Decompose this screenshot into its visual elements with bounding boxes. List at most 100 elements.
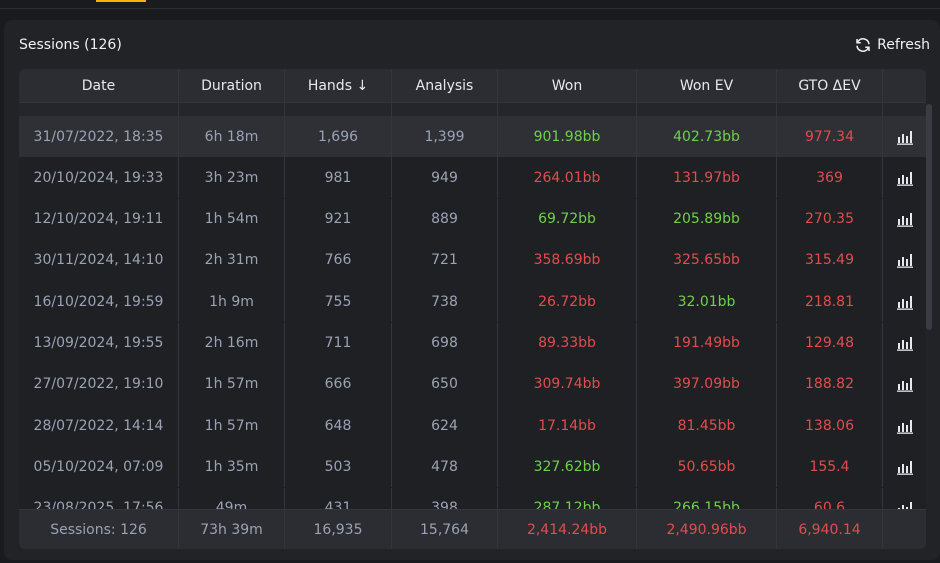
cell-duration: 1h 9m bbox=[179, 281, 285, 323]
cell-won-ev: 402.73bb bbox=[637, 116, 777, 157]
bar-chart-icon[interactable] bbox=[883, 157, 926, 198]
bar-chart-icon[interactable] bbox=[883, 446, 926, 487]
col-date[interactable]: Date bbox=[19, 69, 179, 102]
cell-duration: 2h 31m bbox=[179, 239, 285, 281]
cell-duration: 2h 16m bbox=[179, 322, 285, 364]
page-title: Sessions (126) bbox=[19, 37, 122, 53]
table-row[interactable]: 27/07/2022, 19:10 1h 57m 666 650 309.74bb 397… bbox=[19, 363, 926, 405]
cell-won: 69.72bb bbox=[498, 198, 637, 240]
footer-hands: 16,935 bbox=[285, 510, 392, 549]
footer-gto-ev: 6,940.14 bbox=[777, 510, 883, 549]
cell-won: 89.33bb bbox=[498, 322, 637, 364]
table-row[interactable]: 28/07/2022, 14:14 1h 57m 648 624 17.14bb 81.4… bbox=[19, 405, 926, 447]
cell-analysis: 889 bbox=[392, 198, 498, 240]
bar-chart-icon[interactable] bbox=[883, 364, 926, 405]
cell-gto-ev: 977.34 bbox=[777, 116, 883, 157]
cell-analysis: 698 bbox=[392, 322, 498, 364]
cell-hands: 648 bbox=[285, 405, 392, 447]
cell-won-ev: 205.89bb bbox=[637, 198, 777, 240]
table-row[interactable]: 20/10/2024, 19:33 3h 23m 981 949 264.01bb 131… bbox=[19, 157, 926, 199]
col-won[interactable]: Won bbox=[498, 69, 637, 102]
cell-analysis: 624 bbox=[392, 405, 498, 447]
cell-hands: 711 bbox=[285, 322, 392, 364]
cell-won-ev: 325.65bb bbox=[637, 239, 777, 281]
table-row[interactable]: 13/09/2024, 19:55 2h 16m 711 698 89.33bb 191.… bbox=[19, 322, 926, 364]
cell-date: 20/10/2024, 19:33 bbox=[19, 157, 179, 199]
cell-gto-ev: 218.81 bbox=[777, 281, 883, 323]
refresh-icon bbox=[856, 38, 870, 52]
cell-won-ev: 50.65bb bbox=[637, 446, 777, 488]
table-row[interactable]: 05/10/2024, 07:09 1h 35m 503 478 327.62bb 50.… bbox=[19, 446, 926, 488]
cell-hands: 766 bbox=[285, 239, 392, 281]
cell-hands: 981 bbox=[285, 157, 392, 199]
cell-gto-ev: 155.4 bbox=[777, 446, 883, 488]
cell-duration: 1h 35m bbox=[179, 446, 285, 488]
cell-date: 31/07/2022, 18:35 bbox=[19, 116, 179, 157]
bar-chart-icon[interactable] bbox=[883, 240, 926, 281]
col-duration[interactable]: Duration bbox=[179, 69, 285, 102]
active-tab-indicator bbox=[96, 0, 146, 2]
top-divider bbox=[0, 8, 940, 9]
cell-hands: 666 bbox=[285, 363, 392, 405]
bar-chart-icon[interactable] bbox=[883, 405, 926, 446]
cell-won-ev: 131.97bb bbox=[637, 157, 777, 199]
cell-analysis: 650 bbox=[392, 363, 498, 405]
cell-duration: 1h 54m bbox=[179, 198, 285, 240]
footer-sessions: Sessions: 126 bbox=[19, 510, 179, 549]
sessions-table: Date Duration Hands ↓ Analysis Won Won E… bbox=[19, 69, 926, 549]
cell-analysis: 478 bbox=[392, 446, 498, 488]
cell-won-ev: 32.01bb bbox=[637, 281, 777, 323]
cell-date: 05/10/2024, 07:09 bbox=[19, 446, 179, 488]
refresh-button[interactable]: Refresh bbox=[854, 36, 930, 54]
table-footer: Sessions: 126 73h 39m 16,935 15,764 2,41… bbox=[19, 509, 926, 549]
cell-won-ev: 397.09bb bbox=[637, 363, 777, 405]
cell-date: 28/07/2022, 14:14 bbox=[19, 405, 179, 447]
footer-won-ev: 2,490.96bb bbox=[637, 510, 777, 549]
cell-gto-ev: 315.49 bbox=[777, 239, 883, 281]
bar-chart-icon[interactable] bbox=[883, 116, 926, 157]
cell-date: 13/09/2024, 19:55 bbox=[19, 322, 179, 364]
cell-won: 264.01bb bbox=[498, 157, 637, 199]
refresh-label: Refresh bbox=[877, 37, 930, 53]
cell-won: 309.74bb bbox=[498, 363, 637, 405]
cell-duration: 1h 57m bbox=[179, 363, 285, 405]
bar-chart-icon[interactable] bbox=[883, 323, 926, 364]
cell-gto-ev: 188.82 bbox=[777, 363, 883, 405]
table-row[interactable]: 12/10/2024, 19:11 1h 54m 921 889 69.72bb 205.… bbox=[19, 198, 926, 240]
cell-duration: 3h 23m bbox=[179, 157, 285, 199]
cell-hands: 1,696 bbox=[285, 116, 392, 157]
footer-won: 2,414.24bb bbox=[498, 510, 637, 549]
spacer-row bbox=[19, 103, 926, 116]
cell-duration: 6h 18m bbox=[179, 116, 285, 157]
table-row[interactable]: 16/10/2024, 19:59 1h 9m 755 738 26.72bb 32.01… bbox=[19, 281, 926, 323]
table-header: Date Duration Hands ↓ Analysis Won Won E… bbox=[19, 69, 926, 103]
cell-duration: 1h 57m bbox=[179, 405, 285, 447]
cell-analysis: 721 bbox=[392, 239, 498, 281]
cell-analysis: 738 bbox=[392, 281, 498, 323]
cell-analysis: 1,399 bbox=[392, 116, 498, 157]
table-row[interactable]: 30/11/2024, 14:10 2h 31m 766 721 358.69bb 325… bbox=[19, 239, 926, 281]
cell-won: 358.69bb bbox=[498, 239, 637, 281]
cell-hands: 755 bbox=[285, 281, 392, 323]
cell-analysis: 949 bbox=[392, 157, 498, 199]
cell-date: 12/10/2024, 19:11 bbox=[19, 198, 179, 240]
cell-hands: 503 bbox=[285, 446, 392, 488]
cell-won: 327.62bb bbox=[498, 446, 637, 488]
cell-won-ev: 81.45bb bbox=[637, 405, 777, 447]
cell-won: 17.14bb bbox=[498, 405, 637, 447]
col-gto-ev[interactable]: GTO ΔEV bbox=[777, 69, 883, 102]
scrollbar[interactable] bbox=[926, 104, 932, 330]
bar-chart-icon[interactable] bbox=[883, 199, 926, 240]
cell-hands: 921 bbox=[285, 198, 392, 240]
cell-date: 30/11/2024, 14:10 bbox=[19, 239, 179, 281]
cell-gto-ev: 129.48 bbox=[777, 322, 883, 364]
cell-gto-ev: 138.06 bbox=[777, 405, 883, 447]
bar-chart-icon[interactable] bbox=[883, 281, 926, 322]
table-row[interactable]: 31/07/2022, 18:35 6h 18m 1,696 1,399 901.98b… bbox=[19, 116, 926, 157]
cell-gto-ev: 270.35 bbox=[777, 198, 883, 240]
cell-gto-ev: 369 bbox=[777, 157, 883, 199]
cell-date: 27/07/2022, 19:10 bbox=[19, 363, 179, 405]
col-analysis[interactable]: Analysis bbox=[392, 69, 498, 102]
col-won-ev[interactable]: Won EV bbox=[637, 69, 777, 102]
col-hands[interactable]: Hands ↓ bbox=[285, 69, 392, 102]
